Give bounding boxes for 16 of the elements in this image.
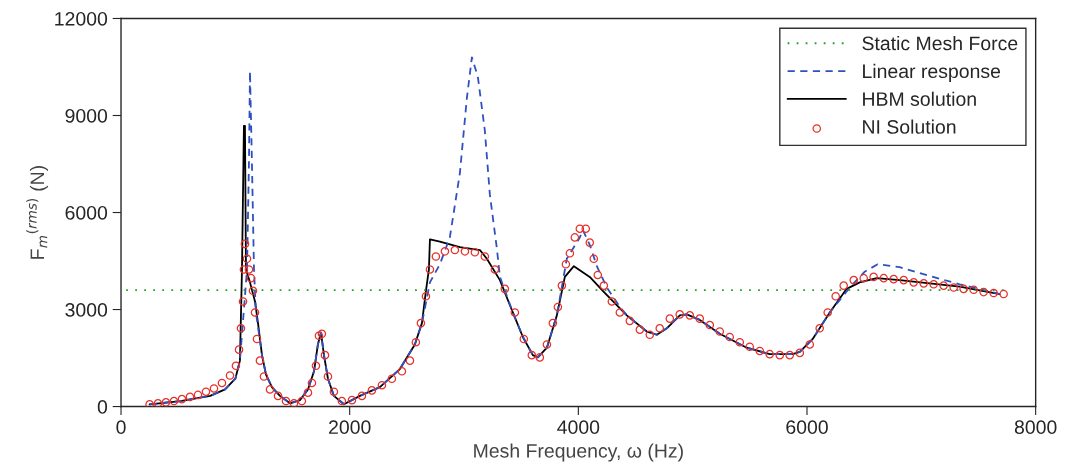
legend-label: HBM solution (863, 91, 976, 106)
x-tick-label: 0 (116, 420, 126, 435)
x-tick-label: 6000 (786, 420, 828, 435)
legend-label: Static Mesh Force (862, 35, 1018, 51)
y-tick-label: 6000 (65, 205, 108, 220)
legend-label: Linear response (863, 63, 1001, 82)
x-tick-label: 8000 (1014, 420, 1057, 435)
y-tick-label: 3000 (65, 303, 108, 317)
y-tick-label: 0 (97, 400, 108, 414)
x-tick-label: 2000 (329, 420, 371, 435)
y-tick-label: 9000 (65, 108, 108, 123)
x-axis-title: Mesh Frequency, ω (Hz) (474, 443, 683, 462)
y-tick-label: 12000 (55, 11, 108, 26)
x-tick-label: 4000 (557, 420, 600, 435)
legend-label: NI Solution (863, 119, 956, 134)
y-axis-title: F$_{m}$$^{(rms)}$ (N) (26, 166, 49, 259)
